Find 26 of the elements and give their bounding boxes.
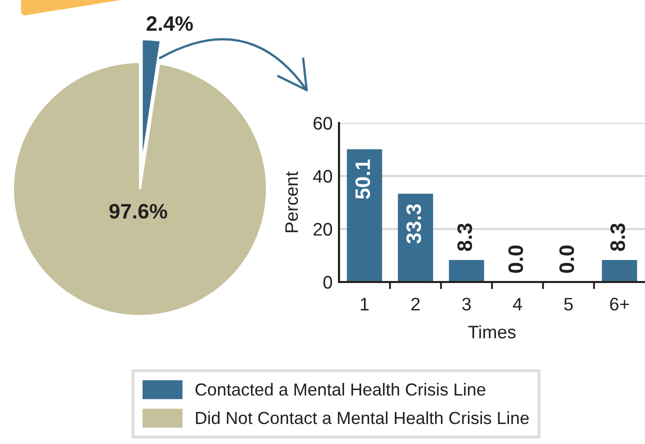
y-tick-label: 0 [323, 276, 332, 289]
x-tick-label: 6+ [610, 298, 629, 311]
legend-label: Contacted a Mental Health Crisis Line [196, 382, 486, 396]
y-tick-label: 20 [314, 222, 332, 236]
x-axis-title: Times [468, 325, 516, 338]
data-label: 97.6% [109, 204, 168, 219]
data-label: 0.0 [508, 246, 524, 273]
data-label: 33.3 [406, 204, 422, 244]
bar [346, 149, 382, 282]
x-tick-label: 4 [512, 298, 522, 310]
bar [448, 260, 484, 282]
x-tick-label: 3 [462, 298, 471, 311]
data-label: 8.3 [457, 223, 472, 252]
legend-label: Did Not Contact a Mental Health Crisis Line [196, 411, 529, 424]
y-tick-label: 40 [313, 170, 332, 183]
bar [398, 194, 434, 282]
data-label: 0.0 [559, 246, 574, 273]
data-label: 50.1 [355, 160, 370, 199]
x-tick-label: 1 [360, 298, 369, 310]
data-label: 2.4% [146, 16, 193, 31]
y-axis-title: Percent [285, 172, 298, 232]
x-tick-label: 5 [564, 298, 573, 311]
data-label: 8.3 [610, 223, 626, 252]
y-tick-label: 60 [314, 116, 332, 130]
bar [602, 260, 638, 282]
x-tick-label: 2 [411, 298, 420, 310]
